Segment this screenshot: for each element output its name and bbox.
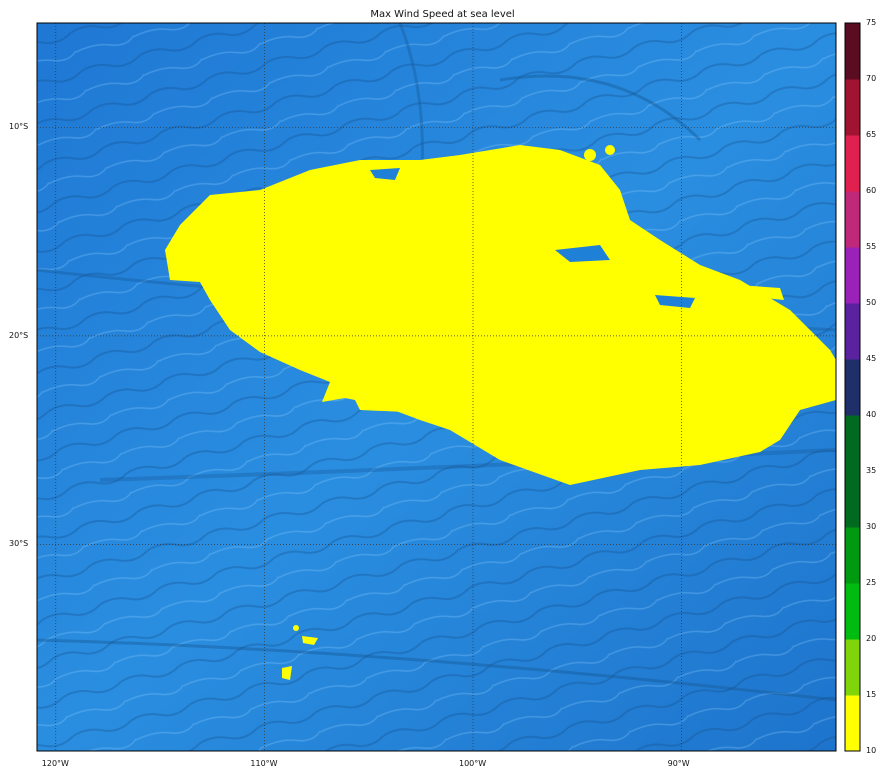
colorbar-segment [845, 359, 860, 416]
colorbar-segment [845, 23, 860, 80]
colorbar-segment [845, 639, 860, 696]
graticule [37, 23, 836, 751]
colorbar [844, 22, 861, 752]
colorbar-tick-label: 55 [866, 242, 877, 251]
colorbar-segment [845, 695, 860, 752]
colorbar-tick-label: 75 [866, 18, 877, 27]
lon-tick-label: 120°W [41, 759, 69, 768]
colorbar-tick-label: 65 [866, 130, 877, 139]
map-frame [36, 22, 837, 752]
colorbar-tick-label: 45 [866, 354, 877, 363]
colorbar-tick-label: 10 [866, 746, 877, 755]
colorbar-tick-label: 35 [866, 466, 877, 475]
lon-tick-label: 90°W [667, 759, 690, 768]
lat-tick-label: 30°S [9, 539, 29, 549]
colorbar-tick-label: 60 [866, 186, 877, 195]
colorbar-segment [845, 247, 860, 304]
colorbar-tick-label: 40 [866, 410, 877, 419]
colorbar-segment [845, 583, 860, 640]
colorbar-tick-label: 15 [866, 690, 877, 699]
colorbar-segment [845, 471, 860, 528]
colorbar-tick-label: 20 [866, 634, 877, 643]
colorbar-segment [845, 303, 860, 360]
colorbar-tick-label: 30 [866, 522, 877, 531]
map-title: Max Wind Speed at sea level [370, 9, 515, 20]
colorbar-segment [845, 527, 860, 584]
colorbar-segment [845, 191, 860, 248]
lat-tick-label: 20°S [9, 330, 29, 340]
ocean-holes [370, 168, 695, 308]
colorbar-segment [845, 79, 860, 136]
map-background [36, 22, 837, 751]
lon-tick-label: 110°W [250, 759, 278, 768]
colorbar-segment [845, 415, 860, 472]
colorbar-tick-label: 50 [866, 298, 877, 307]
colorbar-segment [845, 135, 860, 192]
lon-tick-label: 100°W [459, 759, 487, 768]
colorbar-frame [844, 22, 861, 752]
colorbar-tick-label: 25 [866, 578, 877, 587]
lat-tick-label: 10°S [9, 122, 29, 132]
colorbar-tick-label: 70 [866, 74, 877, 83]
max-wind-region [165, 145, 836, 680]
